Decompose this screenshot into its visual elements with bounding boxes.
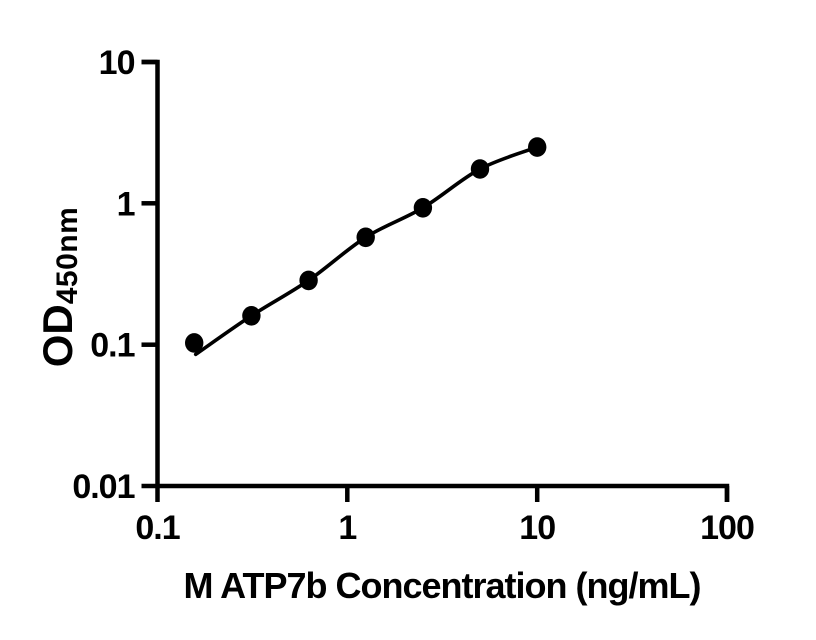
y-axis-title-main: OD	[34, 304, 81, 367]
x-axis	[157, 483, 730, 502]
x-tick-label: 10	[519, 509, 555, 547]
data-point	[185, 333, 204, 353]
data-point	[413, 198, 433, 218]
y-tick-label: 0.1	[90, 327, 134, 365]
y-tick-label: 10	[99, 44, 135, 82]
x-tick-label: 0.1	[135, 509, 179, 547]
y-tick-label: 0.01	[72, 468, 134, 506]
y-tick-label: 1	[117, 185, 135, 223]
y-axis-title: OD450nm	[34, 207, 84, 368]
x-axis-title: M ATP7b Concentration (ng/mL)	[184, 565, 701, 606]
x-tick-label: 1	[338, 509, 356, 547]
data-point	[470, 159, 490, 179]
y-axis-title-sub: 450nm	[51, 207, 84, 305]
x-tick-label: 100	[700, 509, 754, 547]
data-point	[356, 227, 375, 248]
y-axis	[141, 59, 160, 486]
data-point	[299, 270, 318, 291]
data-point	[528, 137, 547, 157]
data-point	[242, 306, 261, 326]
